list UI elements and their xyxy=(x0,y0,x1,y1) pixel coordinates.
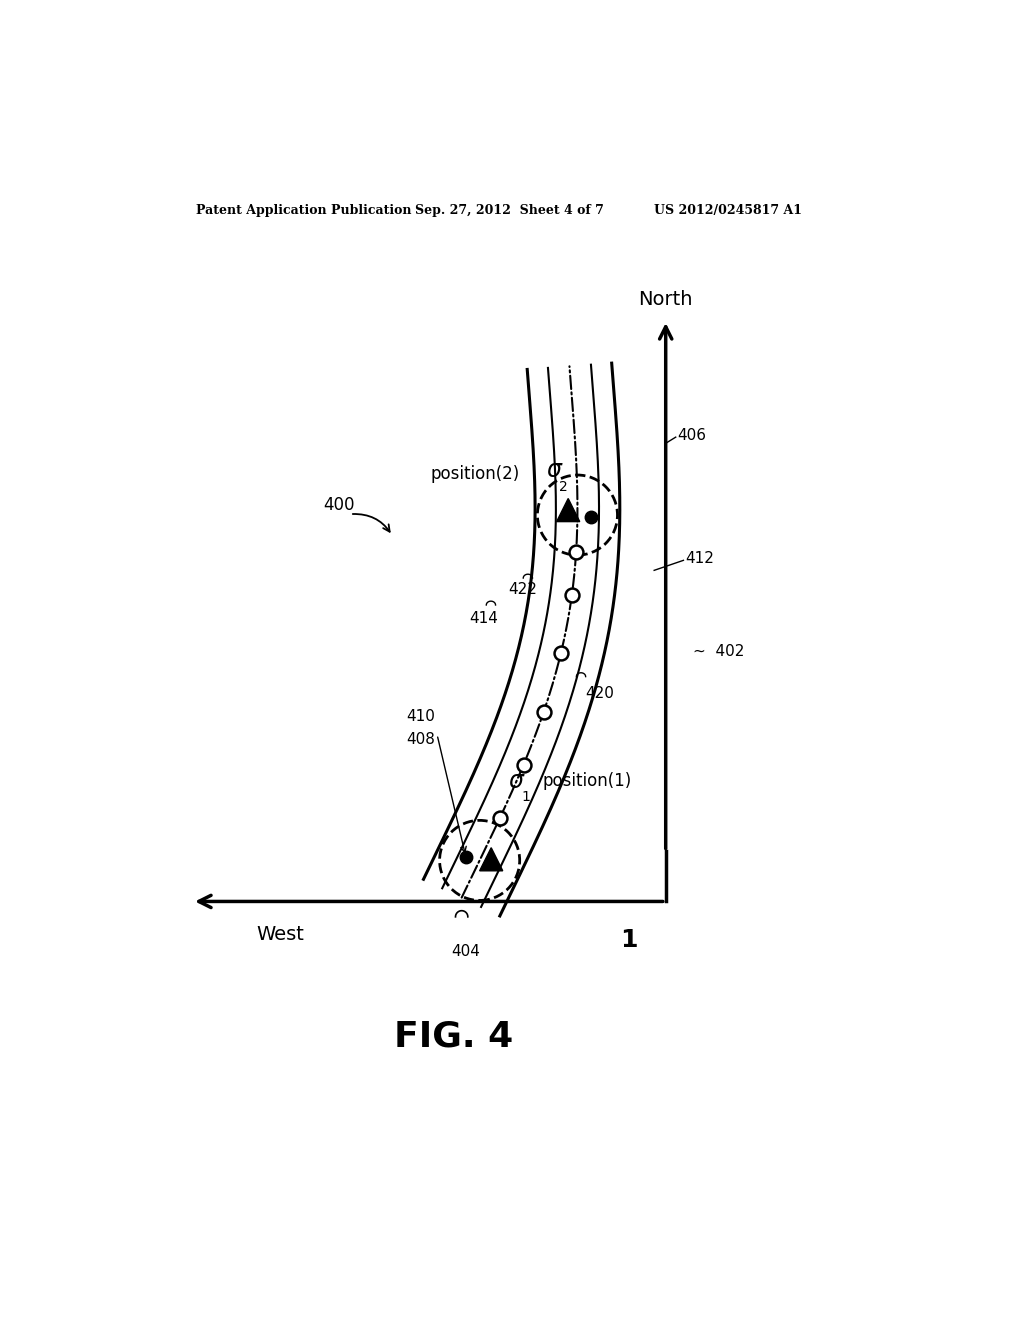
Text: 414: 414 xyxy=(469,611,499,627)
Text: 400: 400 xyxy=(323,496,354,513)
Text: 406: 406 xyxy=(677,428,707,444)
Text: ~  402: ~ 402 xyxy=(692,644,744,659)
Text: σ: σ xyxy=(547,458,561,482)
Text: Patent Application Publication: Patent Application Publication xyxy=(196,205,412,218)
Text: West: West xyxy=(257,924,305,944)
Text: 412: 412 xyxy=(685,552,714,566)
Text: 404: 404 xyxy=(452,944,480,958)
Text: 1: 1 xyxy=(521,789,529,804)
Text: North: North xyxy=(638,289,693,309)
Text: FIG. 4: FIG. 4 xyxy=(394,1019,514,1053)
Text: position(1): position(1) xyxy=(543,772,632,789)
Text: σ: σ xyxy=(508,768,523,792)
Text: position(2): position(2) xyxy=(431,465,520,483)
Text: 420: 420 xyxy=(585,686,613,701)
Text: US 2012/0245817 A1: US 2012/0245817 A1 xyxy=(654,205,802,218)
Polygon shape xyxy=(479,847,503,871)
Text: 1: 1 xyxy=(620,928,638,953)
Polygon shape xyxy=(557,499,580,521)
Text: 408: 408 xyxy=(407,733,435,747)
Text: Sep. 27, 2012  Sheet 4 of 7: Sep. 27, 2012 Sheet 4 of 7 xyxy=(416,205,604,218)
Text: 2: 2 xyxy=(559,480,568,494)
Text: 410: 410 xyxy=(407,709,435,725)
Text: 422: 422 xyxy=(508,582,537,597)
